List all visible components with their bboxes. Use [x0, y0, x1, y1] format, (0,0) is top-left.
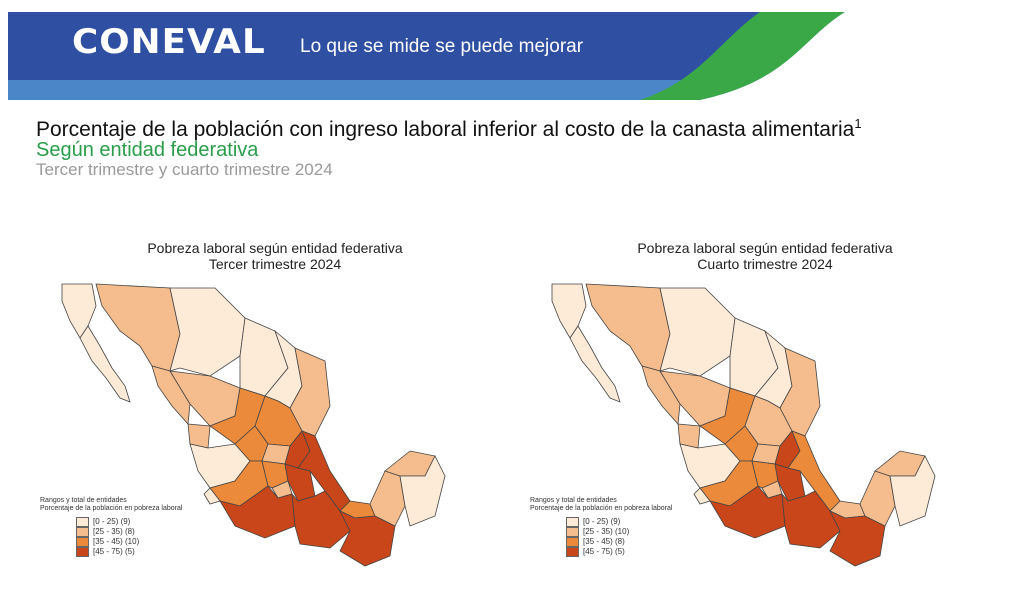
state-quintana-roo: [399, 455, 446, 527]
map-legend: Rangos y total de entidades Porcentaje d…: [40, 497, 182, 557]
legend-swatch: [76, 527, 89, 537]
legend-swatch: [76, 537, 89, 547]
state-quintana-roo: [889, 455, 936, 527]
mexico-choropleth-map: [61, 283, 446, 567]
map-title: Pobreza laboral según entidad federativa…: [530, 240, 1000, 272]
legend-label: [45 - 75) (5): [583, 547, 625, 556]
page-title-text: Porcentaje de la población con ingreso l…: [36, 118, 855, 141]
map-title-line2: Cuarto trimestre 2024: [697, 256, 833, 272]
page-subtitle: Según entidad federativa: [36, 139, 259, 161]
state-baja-california-sur: [79, 325, 131, 403]
legend-label: [25 - 35) (8): [93, 527, 135, 536]
map-legend: Rangos y total de entidades Porcentaje d…: [530, 497, 672, 557]
legend-swatch: [566, 517, 579, 527]
legend-heading-1: Rangos y total de entidades: [40, 497, 127, 504]
map-title: Pobreza laboral según entidad federativa…: [40, 240, 510, 272]
legend-item: [45 - 75) (5): [566, 547, 672, 557]
mexico-choropleth-map: [551, 283, 936, 567]
legend-heading-1: Rangos y total de entidades: [530, 497, 617, 504]
legend-swatch: [76, 547, 89, 557]
legend-item: [0 - 25) (9): [566, 517, 672, 527]
legend-label: [0 - 25) (9): [93, 517, 131, 526]
legend-item: [45 - 75) (5): [76, 547, 182, 557]
page-period: Tercer trimestre y cuarto trimestre 2024: [36, 160, 333, 179]
legend-label: [25 - 35) (10): [583, 527, 630, 536]
map-panel-q4: Pobreza laboral según entidad federativa…: [530, 240, 1000, 590]
map-panel-q3: Pobreza laboral según entidad federativa…: [40, 240, 510, 590]
coneval-logo: CONEVAL: [72, 22, 266, 62]
legend-item: [0 - 25) (9): [76, 517, 182, 527]
state-baja-california: [61, 283, 97, 339]
state-sonora: [95, 283, 181, 372]
state-baja-california: [551, 283, 587, 339]
legend-label: [35 - 45) (10): [93, 537, 140, 546]
state-baja-california-sur: [569, 325, 621, 403]
map-title-line2: Tercer trimestre 2024: [208, 256, 342, 272]
legend-swatch: [566, 527, 579, 537]
legend-item: [35 - 45) (8): [566, 537, 672, 547]
state-colima: [693, 487, 711, 505]
legend-label: [35 - 45) (8): [583, 537, 625, 546]
banner-background: [0, 0, 1024, 105]
map-title-line1: Pobreza laboral según entidad federativa: [147, 240, 403, 256]
state-chihuahua: [169, 287, 246, 377]
state-sonora: [585, 283, 671, 372]
state-chihuahua: [659, 287, 736, 377]
legend-swatch: [566, 547, 579, 557]
legend-item: [35 - 45) (10): [76, 537, 182, 547]
slogan-text: Lo que se mide se puede mejorar: [300, 36, 584, 57]
map-title-line1: Pobreza laboral según entidad federativa: [637, 240, 893, 256]
legend-swatch: [566, 537, 579, 547]
legend-label: [0 - 25) (9): [583, 517, 621, 526]
legend-heading-2: Porcentaje de la población en pobreza la…: [530, 505, 673, 512]
header-banner: CONEVAL Lo que se mide se puede mejorar: [0, 0, 1024, 105]
legend-label: [45 - 75) (5): [93, 547, 135, 556]
legend-swatch: [76, 517, 89, 527]
legend-item: [25 - 35) (10): [566, 527, 672, 537]
page-title: Porcentaje de la población con ingreso l…: [36, 116, 862, 142]
title-footnote-marker: 1: [854, 116, 862, 131]
state-colima: [203, 487, 221, 505]
legend-heading-2: Porcentaje de la población en pobreza la…: [40, 505, 183, 512]
legend-item: [25 - 35) (8): [76, 527, 182, 537]
